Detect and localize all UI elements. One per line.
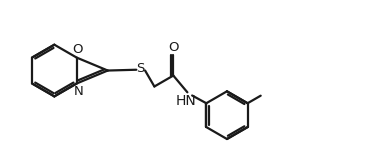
Text: O: O [168, 41, 179, 54]
Text: S: S [136, 62, 145, 75]
Text: N: N [74, 85, 83, 98]
Text: HN: HN [175, 94, 196, 108]
Text: O: O [73, 43, 83, 56]
